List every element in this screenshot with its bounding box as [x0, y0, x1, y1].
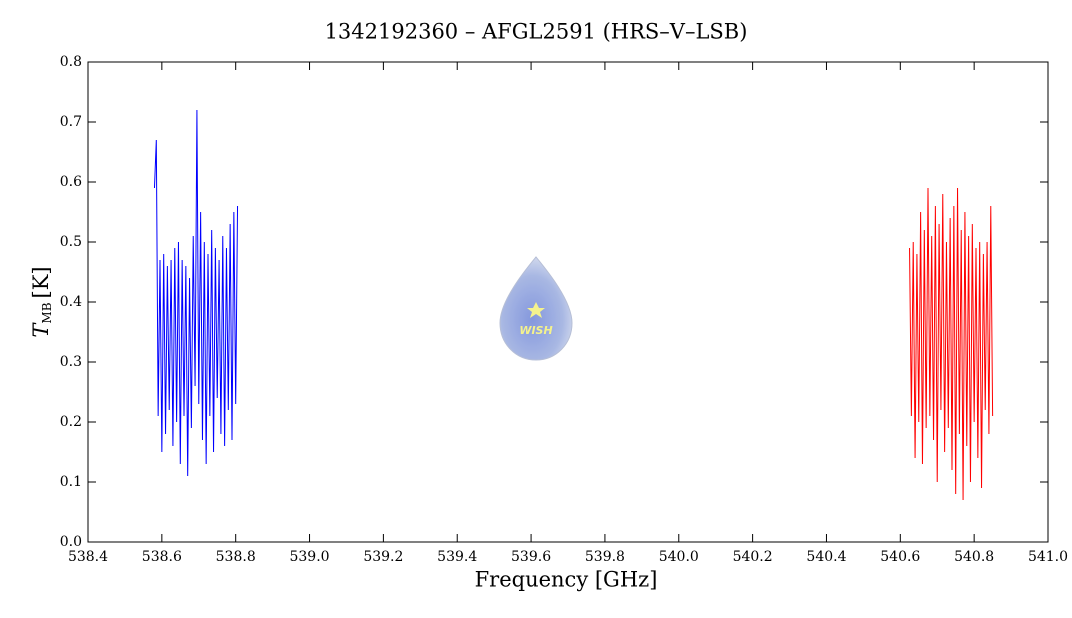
logo-star — [527, 302, 545, 318]
x-tick-label: 540.6 — [880, 549, 920, 565]
y-tick-label: 0.2 — [60, 414, 82, 430]
logo-text: WISH — [519, 324, 552, 337]
spectrum-line — [153, 109, 239, 477]
y-tick-label: 0.7 — [60, 114, 82, 130]
x-tick-label: 539.6 — [511, 549, 551, 565]
y-tick-label: 0.6 — [60, 174, 82, 190]
plot-frame — [87, 61, 1049, 543]
x-tick-label: 540.8 — [954, 549, 994, 565]
x-axis-label: Frequency [GHz] — [475, 568, 658, 592]
logo: WISH — [499, 256, 573, 361]
y-tick-label: 0.8 — [60, 54, 82, 70]
y-tick-label: 0.0 — [60, 534, 82, 550]
y-tick-label: 0.1 — [60, 474, 82, 490]
spectrum-line — [909, 187, 994, 501]
y-label-subscript: MB — [40, 302, 54, 323]
chart-title: 1342192360 – AFGL2591 (HRS–V–LSB) — [325, 20, 748, 44]
y-tick-label: 0.4 — [60, 294, 82, 310]
y-tick-label: 0.3 — [60, 354, 82, 370]
x-tick-label: 539.4 — [437, 549, 477, 565]
y-label-symbol: T — [29, 322, 53, 338]
x-tick-label: 539.0 — [289, 549, 329, 565]
x-tick-label: 539.8 — [585, 549, 625, 565]
x-tick-label: 540.4 — [806, 549, 846, 565]
x-tick-label: 540.0 — [659, 549, 699, 565]
y-tick-label: 0.5 — [60, 234, 82, 250]
x-tick-label: 538.4 — [68, 549, 108, 565]
x-tick-label: 539.2 — [363, 549, 403, 565]
y-label-unit: [K] — [29, 266, 53, 298]
y-axis-label: TMB [K] — [29, 266, 54, 337]
x-tick-label: 538.8 — [216, 549, 256, 565]
x-tick-label: 540.2 — [733, 549, 773, 565]
x-tick-label: 541.0 — [1028, 549, 1068, 565]
x-tick-label: 538.6 — [142, 549, 182, 565]
